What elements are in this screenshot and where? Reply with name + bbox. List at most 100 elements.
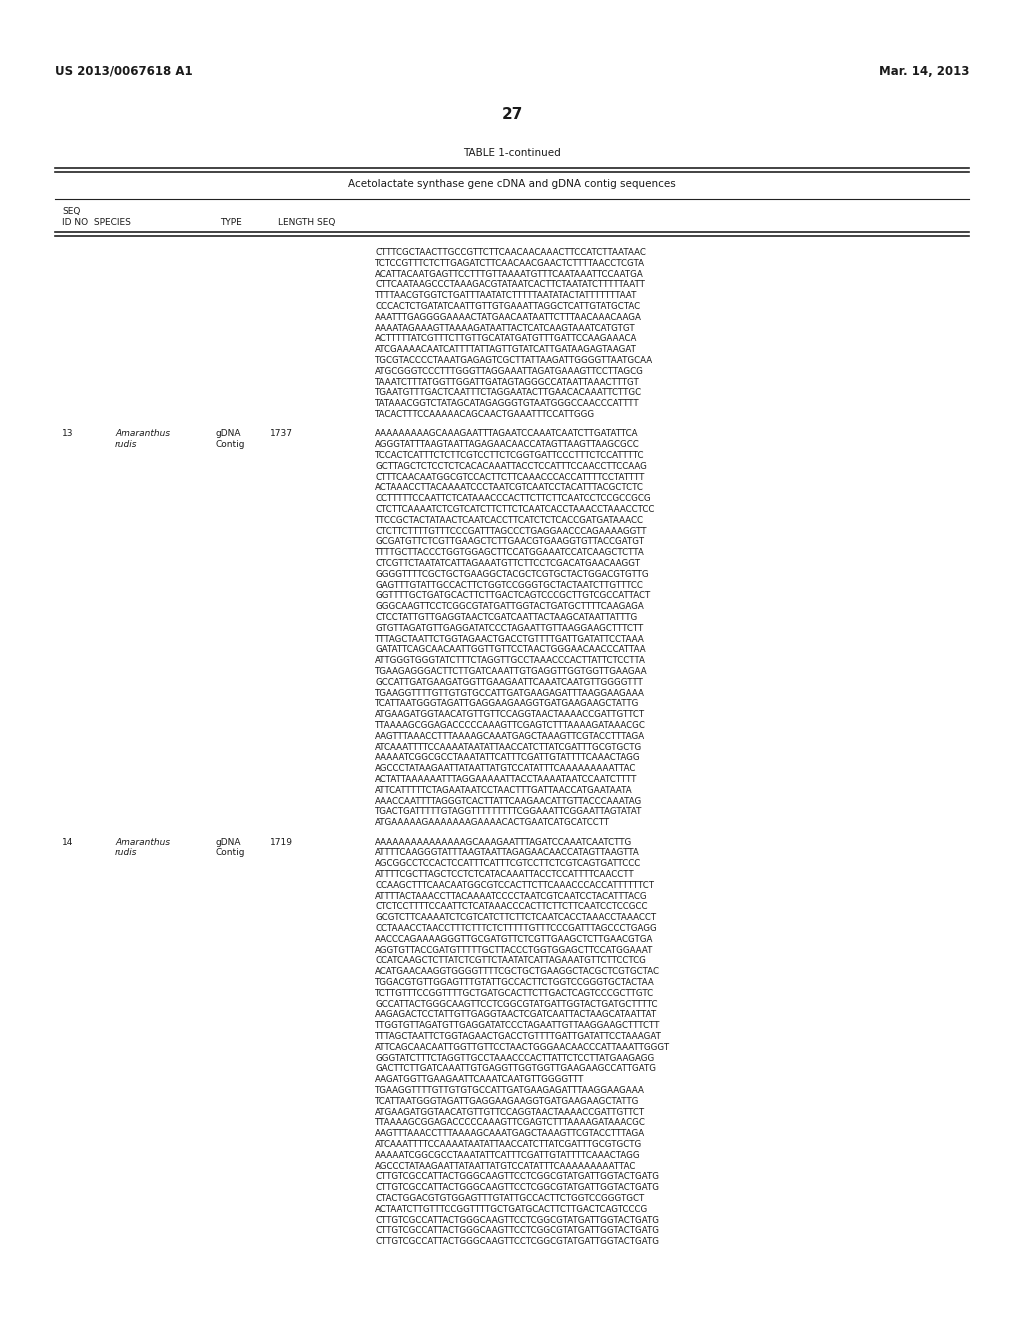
Text: AAGTTTAAACCTTTAAAAGCAAATGAGCTAAAGTTCGTACCTTTAGA: AAGTTTAAACCTTTAAAAGCAAATGAGCTAAAGTTCGTAC… <box>375 731 645 741</box>
Text: ATTCATTTTTCTAGAATAATCCTAACTTTGATTAACCATGAATAATA: ATTCATTTTTCTAGAATAATCCTAACTTTGATTAACCATG… <box>375 785 633 795</box>
Text: GCCATTACTGGGCAAGTTCCTCGGCGTATGATTGGTACTGATGCTTTTC: GCCATTACTGGGCAAGTTCCTCGGCGTATGATTGGTACTG… <box>375 999 657 1008</box>
Text: ACTTTTTATCGTTTCTTGTTGCATATGATGTTTGATTCCAAGAAACA: ACTTTTTATCGTTTCTTGTTGCATATGATGTTTGATTCCA… <box>375 334 637 343</box>
Text: 14: 14 <box>62 838 74 846</box>
Text: CTCTTCAAAATCTCGTCATCTTCTTCTCAATCACCTAAACCTAAACCTCC: CTCTTCAAAATCTCGTCATCTTCTTCTCAATCACCTAAAC… <box>375 506 654 513</box>
Text: ATGCGGGTCCCTTTGGGTTAGGAAATTAGATGAAAGTTCCTTAGCG: ATGCGGGTCCCTTTGGGTTAGGAAATTAGATGAAAGTTCC… <box>375 367 644 376</box>
Text: ACTATTAAAAAATTTAGGAAAAATTACCTAAAATAATCCAATCTTTT: ACTATTAAAAAATTTAGGAAAAATTACCTAAAATAATCCA… <box>375 775 637 784</box>
Text: TTTTAACGTGGTCTGATTTAATATCTTTTTAATATACTATTTTTTTAAT: TTTTAACGTGGTCTGATTTAATATCTTTTTAATATACTAT… <box>375 292 637 300</box>
Text: CCTTTTTCCAATTCTCATAAACCCACTTCTTCTTCAATCCTCCGCCGCG: CCTTTTTCCAATTCTCATAAACCCACTTCTTCTTCAATCC… <box>375 494 650 503</box>
Text: CCAAGCTTTCAACAATGGCGTCCACTTCTTCAAACCCACCATTTTTTCT: CCAAGCTTTCAACAATGGCGTCCACTTCTTCAAACCCACC… <box>375 880 654 890</box>
Text: GACTTCTTGATCAAATTGTGAGGTTGGTGGTTGAAGAAGCCATTGATG: GACTTCTTGATCAAATTGTGAGGTTGGTGGTTGAAGAAGC… <box>375 1064 656 1073</box>
Text: TTGGTGTTAGATGTTGAGGATATCCCTAGAATTGTTAAGGAAGCTTTCTT: TTGGTGTTAGATGTTGAGGATATCCCTAGAATTGTTAAGG… <box>375 1022 660 1031</box>
Text: ATCAAATTTTCCAAAATAATATTAACCATCTTATCGATTTGCGTGCTG: ATCAAATTTTCCAAAATAATATTAACCATCTTATCGATTT… <box>375 1140 642 1150</box>
Text: TCATTAATGGGTAGATTGAGGAAGAAGGTGATGAAGAAGCTATTG: TCATTAATGGGTAGATTGAGGAAGAAGGTGATGAAGAAGC… <box>375 700 639 709</box>
Text: AAACCAATTTTAGGGTCACTTATTCAAGAACATTGTTACCCAAATAG: AAACCAATTTTAGGGTCACTTATTCAAGAACATTGTTACC… <box>375 797 642 805</box>
Text: CCATCAAGCTCTTATCTCGTTCTAATATCATTAGAAATGTTCTTCCTCG: CCATCAAGCTCTTATCTCGTTCTAATATCATTAGAAATGT… <box>375 957 646 965</box>
Text: AACCCAGAAAAGGGTTGCGATGTTCTCGTTGAAGCTCTTGAACGTGA: AACCCAGAAAAGGGTTGCGATGTTCTCGTTGAAGCTCTTG… <box>375 935 653 944</box>
Text: ACTAATCTTGTTTCCGGTTTTGCTGATGCACTTCTTGACTCAGTCCCG: ACTAATCTTGTTTCCGGTTTTGCTGATGCACTTCTTGACT… <box>375 1205 648 1214</box>
Text: TTTAGCTAATTCTGGTAGAACTGACCTGTTTTGATTGATATTCCTAAAGAT: TTTAGCTAATTCTGGTAGAACTGACCTGTTTTGATTGATA… <box>375 1032 662 1041</box>
Text: 13: 13 <box>62 429 74 438</box>
Text: AGGTGTTACCGATGTTTTTGCTTACCCTGGTGGAGCTTCCATGGAAAT: AGGTGTTACCGATGTTTTTGCTTACCCTGGTGGAGCTTCC… <box>375 945 653 954</box>
Text: ID NO  SPECIES: ID NO SPECIES <box>62 218 131 227</box>
Text: AAATTTGAGGGGAAAACTATGAACAATAATTCTTTAACAAACAAGA: AAATTTGAGGGGAAAACTATGAACAATAATTCTTTAACAA… <box>375 313 642 322</box>
Text: TGCGTACCCCTAAATGAGAGTCGCTTATTAAGATTGGGGTTAATGCAA: TGCGTACCCCTAAATGAGAGTCGCTTATTAAGATTGGGGT… <box>375 356 653 366</box>
Text: TYPE: TYPE <box>220 218 242 227</box>
Text: gDNA: gDNA <box>215 429 241 438</box>
Text: GTGTTAGATGTTGAGGATATCCCTAGAATTGTTAAGGAAGCTTTCTT: GTGTTAGATGTTGAGGATATCCCTAGAATTGTTAAGGAAG… <box>375 624 643 632</box>
Text: AAGAGACTCCTATTGTTGAGGTAACTCGATCAATTACTAAGCATAATTAT: AAGAGACTCCTATTGTTGAGGTAACTCGATCAATTACTAA… <box>375 1011 657 1019</box>
Text: gDNA: gDNA <box>215 838 241 846</box>
Text: LENGTH SEQ: LENGTH SEQ <box>278 218 336 227</box>
Text: SEQ: SEQ <box>62 207 80 216</box>
Text: CTTGTCGCCATTACTGGGCAAGTTCCTCGGCGTATGATTGGTACTGATG: CTTGTCGCCATTACTGGGCAAGTTCCTCGGCGTATGATTG… <box>375 1172 659 1181</box>
Text: TCCACTCATTTCTCTTCGTCCTTCTCGGTGATTCCCTTTCTCCATTTTC: TCCACTCATTTCTCTTCGTCCTTCTCGGTGATTCCCTTTC… <box>375 451 644 461</box>
Text: CTCTTCTTTTGTTTCCCGATTTAGCCCTGAGGAACCCAGAAAAGGTT: CTCTTCTTTTGTTTCCCGATTTAGCCCTGAGGAACCCAGA… <box>375 527 646 536</box>
Text: AGGGTATTTAAGTAATTAGAGAACAACCATAGTTAAGTTAAGCGCC: AGGGTATTTAAGTAATTAGAGAACAACCATAGTTAAGTTA… <box>375 441 640 449</box>
Text: TCTTGTTTCCGGTTTTGCTGATGCACTTCTTGACTCAGTCCCGCTTGTC: TCTTGTTTCCGGTTTTGCTGATGCACTTCTTGACTCAGTC… <box>375 989 654 998</box>
Text: GGTTTTGCTGATGCACTTCTTGACTCAGTCCCGCTTGTCGCCATTACT: GGTTTTGCTGATGCACTTCTTGACTCAGTCCCGCTTGTCG… <box>375 591 650 601</box>
Text: AGCGGCCTCCACTCCATTTCATTTCGTCCTTCTCGTCAGTGATTCCC: AGCGGCCTCCACTCCATTTCATTTCGTCCTTCTCGTCAGT… <box>375 859 641 869</box>
Text: AAAATAGAAAGTTAAAAGATAATTACTCATCAAGTAAATCATGTGT: AAAATAGAAAGTTAAAAGATAATTACTCATCAAGTAAATC… <box>375 323 636 333</box>
Text: GATATTCAGCAACAATTGGTTGTTCCTAACTGGGAACAACCCATTAA: GATATTCAGCAACAATTGGTTGTTCCTAACTGGGAACAAC… <box>375 645 645 655</box>
Text: CTCTCCTTTTCCAATTCTCATAAACCCACTTCTTCTTCAATCCTCCGCC: CTCTCCTTTTCCAATTCTCATAAACCCACTTCTTCTTCAA… <box>375 903 647 912</box>
Text: AAAAAAAAAAAAAAAGCAAAGAATTTAGATCCAAATCAATCTTG: AAAAAAAAAAAAAAAGCAAAGAATTTAGATCCAAATCAAT… <box>375 838 632 846</box>
Text: GCGATGTTCTCGTTGAAGCTCTTGAACGTGAAGGTGTTACCGATGT: GCGATGTTCTCGTTGAAGCTCTTGAACGTGAAGGTGTTAC… <box>375 537 644 546</box>
Text: TGGACGTGTTGGAGTTTGTATTGCCACTTCTGGTCCGGGTGCTACTAA: TGGACGTGTTGGAGTTTGTATTGCCACTTCTGGTCCGGGT… <box>375 978 654 987</box>
Text: ATTCAGCAACAATTGGTTGTTCCTAACTGGGAACAACCCATTAAATTGGGT: ATTCAGCAACAATTGGTTGTTCCTAACTGGGAACAACCCA… <box>375 1043 670 1052</box>
Text: 27: 27 <box>502 107 522 121</box>
Text: GCCATTGATGAAGATGGTTGAAGAATTCAAATCAATGTTGGGGTTT: GCCATTGATGAAGATGGTTGAAGAATTCAAATCAATGTTG… <box>375 678 643 686</box>
Text: GCGTCTTCAAAATCTCGTCATCTTCTTCTCAATCACCTAAACCTAAACCT: GCGTCTTCAAAATCTCGTCATCTTCTTCTCAATCACCTAA… <box>375 913 656 923</box>
Text: CTACTGGACGTGTGGAGTTTGTATTGCCACTTCTGGTCCGGGTGCT: CTACTGGACGTGTGGAGTTTGTATTGCCACTTCTGGTCCG… <box>375 1195 644 1203</box>
Text: 1737: 1737 <box>270 429 293 438</box>
Text: ACATTACAATGAGTTCCTTTGTTAAAATGTTTCAATAAATTCCAATGA: ACATTACAATGAGTTCCTTTGTTAAAATGTTTCAATAAAT… <box>375 269 644 279</box>
Text: rudis: rudis <box>115 441 137 449</box>
Text: ATTTTACTAAACCTTACAAAATCCCCTAATCGTCAATCCTACATTTACG: ATTTTACTAAACCTTACAAAATCCCCTAATCGTCAATCCT… <box>375 892 647 900</box>
Text: TCATTAATGGGTAGATTGAGGAAGAAGGTGATGAAGAAGCTATTG: TCATTAATGGGTAGATTGAGGAAGAAGGTGATGAAGAAGC… <box>375 1097 639 1106</box>
Text: CCTAAACCTAACCTTTCTTTCTCTTTTTGTTTCCCGATTTAGCCCTGAGG: CCTAAACCTAACCTTTCTTTCTCTTTTTGTTTCCCGATTT… <box>375 924 656 933</box>
Text: CTCGTTCTAATATCATTAGAAATGTTCTTCCTCGACATGAACAAGGT: CTCGTTCTAATATCATTAGAAATGTTCTTCCTCGACATGA… <box>375 560 640 568</box>
Text: TTAAAAGCGGAGACCCCCAAAGTTCGAGTCTTTAAAAGATAAACGC: TTAAAAGCGGAGACCCCCAAAGTTCGAGTCTTTAAAAGAT… <box>375 721 646 730</box>
Text: TATAAACGGTCTATAGCATAGAGGGTGTAATGGGCCAACCCATTTT: TATAAACGGTCTATAGCATAGAGGGTGTAATGGGCCAACC… <box>375 399 640 408</box>
Text: ACATGAACAAGGTGGGGTTTTCGCTGCTGAAGGCTACGCTCGTGCTAC: ACATGAACAAGGTGGGGTTTTCGCTGCTGAAGGCTACGCT… <box>375 968 660 977</box>
Text: TAAATCTTTATGGTTGGATTGATAGTAGGGCCATAATTAAACTTTGT: TAAATCTTTATGGTTGGATTGATAGTAGGGCCATAATTAA… <box>375 378 640 387</box>
Text: TTCCGCTACTATAACTCAATCACCTTCATCTCTCACCGATGATAAACC: TTCCGCTACTATAACTCAATCACCTTCATCTCTCACCGAT… <box>375 516 644 525</box>
Text: TTAAAAGCGGAGACCCCCAAAGTTCGAGTCTTTAAAAGATAAACGC: TTAAAAGCGGAGACCCCCAAAGTTCGAGTCTTTAAAAGAT… <box>375 1118 646 1127</box>
Text: AAAAATCGGCGCCTAAATATTCATTTCGATTGTATTTTCAAACTAGG: AAAAATCGGCGCCTAAATATTCATTTCGATTGTATTTTCA… <box>375 754 641 763</box>
Text: TCTCCGTTTCTCTTGAGATCTTCAACAACGAACTCTTTTAACCTCGTA: TCTCCGTTTCTCTTGAGATCTTCAACAACGAACTCTTTTA… <box>375 259 645 268</box>
Text: TACACTTTCCAAAAACAGCAACTGAAATTTCCATTGGG: TACACTTTCCAAAAACAGCAACTGAAATTTCCATTGGG <box>375 411 595 418</box>
Text: CTTGTCGCCATTACTGGGCAAGTTCCTCGGCGTATGATTGGTACTGATG: CTTGTCGCCATTACTGGGCAAGTTCCTCGGCGTATGATTG… <box>375 1237 659 1246</box>
Text: Mar. 14, 2013: Mar. 14, 2013 <box>879 65 969 78</box>
Text: ATTTTCGCTTAGCTCCTCTCATACAAATTACCTCCATTTTCAACCTT: ATTTTCGCTTAGCTCCTCTCATACAAATTACCTCCATTTT… <box>375 870 635 879</box>
Text: TGAAGGTTTTGTTGTGTGCCATTGATGAAGAGATTTAAGGAAGAAA: TGAAGGTTTTGTTGTGTGCCATTGATGAAGAGATTTAAGG… <box>375 1086 645 1096</box>
Text: TGAAGGTTTTGTTGTGTGCCATTGATGAAGAGATTTAAGGAAGAAA: TGAAGGTTTTGTTGTGTGCCATTGATGAAGAGATTTAAGG… <box>375 689 645 698</box>
Text: AAAAAAAAAGCAAAGAATTTAGAATCCAAATCAATCTTGATATTCA: AAAAAAAAAGCAAAGAATTTAGAATCCAAATCAATCTTGA… <box>375 429 639 438</box>
Text: AGCCCTATAAGAATTATAATTATGTCCATATTTCAAAAAAAAATTAC: AGCCCTATAAGAATTATAATTATGTCCATATTTCAAAAAA… <box>375 764 636 774</box>
Text: TTTAGCTAATTCTGGTAGAACTGACCTGTTTTGATTGATATTCCTAAA: TTTAGCTAATTCTGGTAGAACTGACCTGTTTTGATTGATA… <box>375 635 645 644</box>
Text: Contig: Contig <box>215 849 245 858</box>
Text: GGGGTTTTCGCTGCTGAAGGCTACGCTCGTGCTACTGGACGTGTTG: GGGGTTTTCGCTGCTGAAGGCTACGCTCGTGCTACTGGAC… <box>375 570 648 579</box>
Text: GGGCAAGTTCCTCGGCGTATGATTGGTACTGATGCTTTTCAAGAGA: GGGCAAGTTCCTCGGCGTATGATTGGTACTGATGCTTTTC… <box>375 602 644 611</box>
Text: GAGTTTGTATTGCCACTTCTGGTCCGGGTGCTACTAATCTTGTTTCC: GAGTTTGTATTGCCACTTCTGGTCCGGGTGCTACTAATCT… <box>375 581 643 590</box>
Text: 1719: 1719 <box>270 838 293 846</box>
Text: AAAAATCGGCGCCTAAATATTCATTTCGATTGTATTTTCAAACTAGG: AAAAATCGGCGCCTAAATATTCATTTCGATTGTATTTTCA… <box>375 1151 641 1160</box>
Text: CTCCTATTGTTGAGGTAACTCGATCAATTACTAAGCATAATTATTTG: CTCCTATTGTTGAGGTAACTCGATCAATTACTAAGCATAA… <box>375 612 637 622</box>
Text: ATGAAGATGGTAACATGTTGTTCCAGGTAACTAAAACCGATTGTTCT: ATGAAGATGGTAACATGTTGTTCCAGGTAACTAAAACCGA… <box>375 1107 645 1117</box>
Text: GGGTATCTTTCTAGGTTGCCTAAACCCACTTATTCTCCTTATGAAGAGG: GGGTATCTTTCTAGGTTGCCTAAACCCACTTATTCTCCTT… <box>375 1053 654 1063</box>
Text: CTTTCGCTAACTTGCCGTTCTTCAACAACAAACTTCCATCTTAATAAC: CTTTCGCTAACTTGCCGTTCTTCAACAACAAACTTCCATC… <box>375 248 646 257</box>
Text: Contig: Contig <box>215 441 245 449</box>
Text: AGCCCTATAAGAATTATAATTATGTCCATATTTCAAAAAAAAATTAC: AGCCCTATAAGAATTATAATTATGTCCATATTTCAAAAAA… <box>375 1162 636 1171</box>
Text: Acetolactate synthase gene cDNA and gDNA contig sequences: Acetolactate synthase gene cDNA and gDNA… <box>348 180 676 189</box>
Text: TGAATGTTTGACTCAATTTCTAGGAATACTTGAACACAAATTCTTGC: TGAATGTTTGACTCAATTTCTAGGAATACTTGAACACAAA… <box>375 388 642 397</box>
Text: TTTTGCTTACCCTGGTGGAGCTTCCATGGAAATCCATCAAGCTCTTA: TTTTGCTTACCCTGGTGGAGCTTCCATGGAAATCCATCAA… <box>375 548 645 557</box>
Text: ATTTTCAAGGGTATTTAAGTAATTAGAGAACAACCATAGTTAAGTTA: ATTTTCAAGGGTATTTAAGTAATTAGAGAACAACCATAGT… <box>375 849 640 858</box>
Text: CTTGTCGCCATTACTGGGCAAGTTCCTCGGCGTATGATTGGTACTGATG: CTTGTCGCCATTACTGGGCAAGTTCCTCGGCGTATGATTG… <box>375 1226 659 1236</box>
Text: AAGTTTAAACCTTTAAAAGCAAATGAGCTAAAGTTCGTACCTTTAGA: AAGTTTAAACCTTTAAAAGCAAATGAGCTAAAGTTCGTAC… <box>375 1130 645 1138</box>
Text: ATCAAATTTTCCAAAATAATATTAACCATCTTATCGATTTGCGTGCTG: ATCAAATTTTCCAAAATAATATTAACCATCTTATCGATTT… <box>375 743 642 751</box>
Text: TABLE 1-continued: TABLE 1-continued <box>463 148 561 158</box>
Text: AAGATGGTTGAAGAATTCAAATCAATGTTGGGGTTT: AAGATGGTTGAAGAATTCAAATCAATGTTGGGGTTT <box>375 1076 585 1084</box>
Text: CTTGTCGCCATTACTGGGCAAGTTCCTCGGCGTATGATTGGTACTGATG: CTTGTCGCCATTACTGGGCAAGTTCCTCGGCGTATGATTG… <box>375 1216 659 1225</box>
Text: ATGAAGATGGTAACATGTTGTTCCAGGTAACTAAAACCGATTGTTCT: ATGAAGATGGTAACATGTTGTTCCAGGTAACTAAAACCGA… <box>375 710 645 719</box>
Text: CTTCAATAAGCCCTAAAGACGTATAATCACTTCTAATATCTTTTTAATT: CTTCAATAAGCCCTAAAGACGTATAATCACTTCTAATATC… <box>375 280 645 289</box>
Text: CTTGTCGCCATTACTGGGCAAGTTCCTCGGCGTATGATTGGTACTGATG: CTTGTCGCCATTACTGGGCAAGTTCCTCGGCGTATGATTG… <box>375 1183 659 1192</box>
Text: Amaranthus: Amaranthus <box>115 429 170 438</box>
